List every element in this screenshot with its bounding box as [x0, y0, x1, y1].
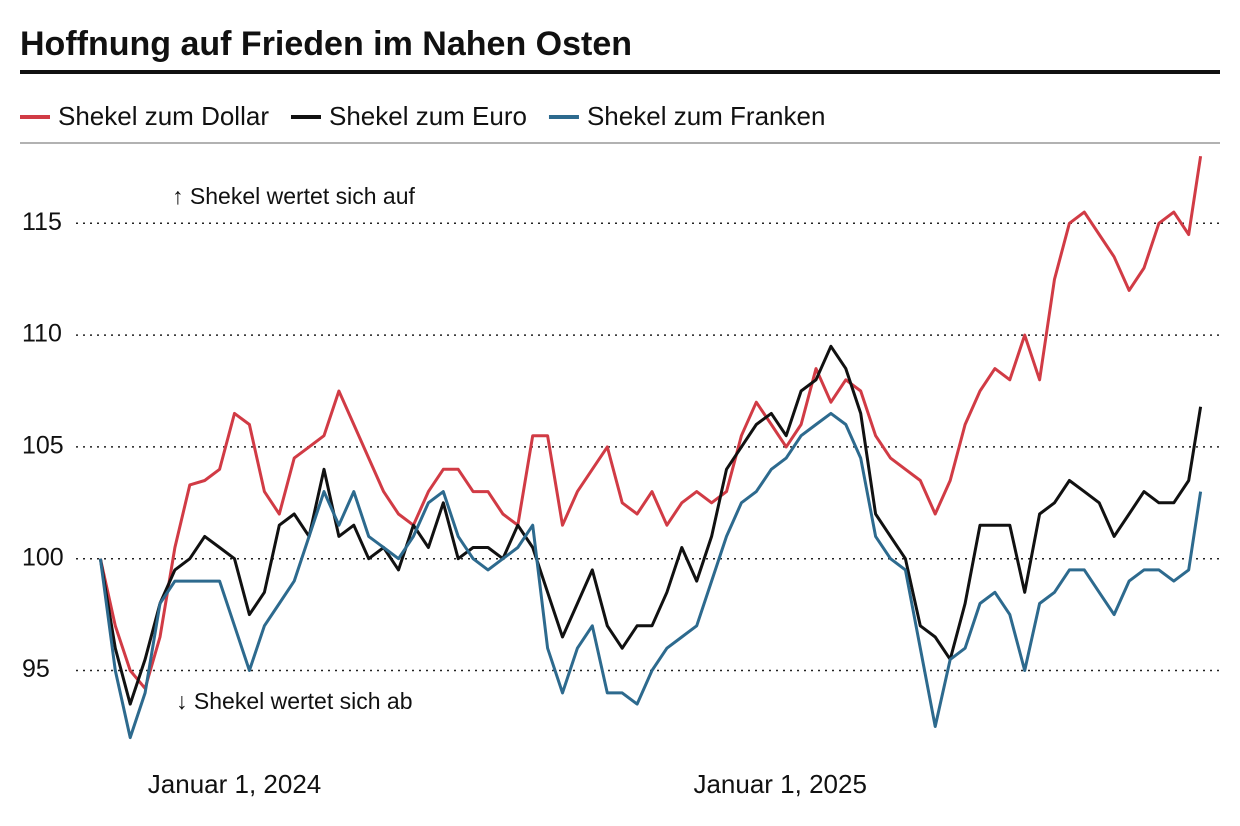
series-line [98, 344, 1203, 706]
annotation: ↑ Shekel wertet sich auf [172, 183, 416, 209]
y-tick-label: 110 [22, 320, 62, 348]
chart-title: Hoffnung auf Frieden im Nahen Osten [20, 25, 632, 63]
y-tick-label: 115 [22, 208, 62, 236]
legend-label: Shekel zum Dollar [58, 101, 269, 131]
x-tick-label: Januar 1, 2025 [693, 769, 866, 799]
y-tick-label: 105 [22, 432, 64, 460]
annotation: ↓ Shekel wertet sich ab [176, 688, 413, 714]
x-tick-label: Januar 1, 2024 [148, 769, 321, 799]
legend-label: Shekel zum Euro [329, 101, 527, 131]
y-tick-label: 95 [22, 655, 50, 683]
y-tick-label: 100 [22, 543, 64, 571]
series-line [98, 155, 1203, 690]
series-line [98, 411, 1203, 740]
title-rule [20, 70, 1220, 74]
legend-label: Shekel zum Franken [587, 101, 825, 131]
